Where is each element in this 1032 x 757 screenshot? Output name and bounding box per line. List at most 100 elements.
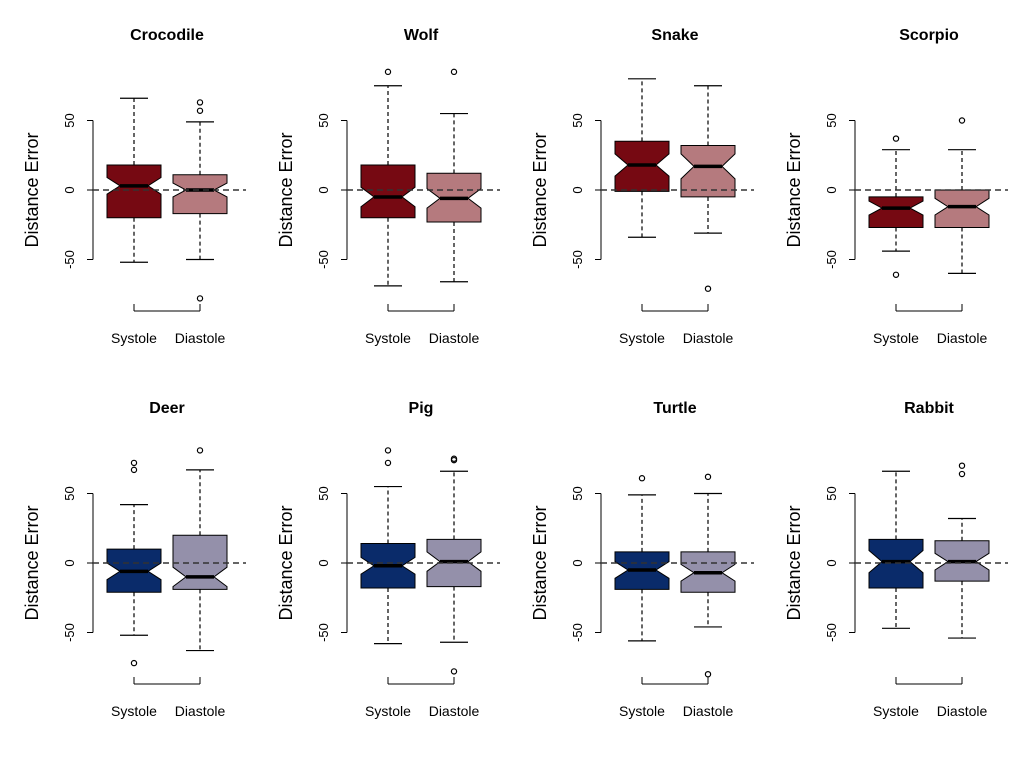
panel-crocodile: Crocodile Distance Error -50 0 50 Systole Dias… <box>22 27 246 346</box>
box-body <box>868 196 924 228</box>
x-tick-label: Diastole <box>429 703 480 719</box>
x-tick-label: Diastole <box>175 703 226 719</box>
outlier-point <box>450 68 458 76</box>
panel-title: Snake <box>651 27 698 44</box>
y-tick-label: 50 <box>62 486 77 500</box>
outlier-point <box>130 659 138 667</box>
outlier-point <box>450 668 458 675</box>
y-axis-label: Distance Error <box>530 505 550 620</box>
y-tick-label: -50 <box>316 623 331 642</box>
outlier-point <box>196 99 204 106</box>
box-systole <box>106 459 162 667</box>
box-diastole <box>934 462 990 639</box>
y-axis-label: Distance Error <box>276 132 296 247</box>
box-systole <box>614 475 670 642</box>
y-tick-label: 50 <box>570 113 585 127</box>
x-tick-label: Diastole <box>683 703 734 719</box>
box-body <box>106 164 162 219</box>
outlier-point <box>196 107 204 114</box>
outlier-point <box>196 295 204 302</box>
y-tick-label: 0 <box>824 186 839 193</box>
y-tick-label: 50 <box>316 486 331 500</box>
panel-pig: Pig Distance Error -50 0 50 Systole Diastole <box>276 400 500 719</box>
y-tick-label: 50 <box>316 113 331 127</box>
outlier-point <box>704 285 712 292</box>
panel-title: Deer <box>149 400 185 417</box>
box-systole <box>106 97 162 263</box>
y-tick-label: 0 <box>570 186 585 193</box>
outlier-point <box>958 470 966 478</box>
y-axis-label: Distance Error <box>530 132 550 247</box>
y-tick-label: 0 <box>62 186 77 193</box>
y-tick-label: -50 <box>316 250 331 269</box>
panel-snake: Snake Distance Error -50 0 50 Systole Diastole <box>530 27 754 346</box>
panel-deer: Deer Distance Error -50 0 50 Systole Diastole <box>22 400 246 719</box>
y-tick-label: 50 <box>570 486 585 500</box>
y-tick-label: 0 <box>570 559 585 566</box>
box-diastole <box>680 85 736 292</box>
panel-title: Wolf <box>404 27 439 44</box>
x-tick-label: Diastole <box>683 330 734 346</box>
outlier-point <box>384 459 392 467</box>
y-tick-label: 50 <box>824 486 839 500</box>
outlier-point <box>704 671 712 678</box>
outlier-point <box>958 462 966 469</box>
outlier-point <box>130 459 138 467</box>
y-tick-label: -50 <box>824 250 839 269</box>
outlier-point <box>638 475 646 482</box>
box-systole <box>868 470 924 629</box>
box-diastole <box>172 99 228 302</box>
y-axis-label: Distance Error <box>784 505 804 620</box>
outlier-point <box>892 271 900 278</box>
box-systole <box>614 78 670 238</box>
x-tick-label: Systole <box>619 703 665 719</box>
y-tick-label: -50 <box>570 250 585 269</box>
y-tick-label: -50 <box>62 250 77 269</box>
panel-turtle: Turtle Distance Error -50 0 50 Systole Diastol… <box>530 400 754 719</box>
y-axis-label: Distance Error <box>22 505 42 620</box>
outlier-point <box>196 447 204 454</box>
x-tick-label: Diastole <box>429 330 480 346</box>
x-tick-label: Systole <box>365 703 411 719</box>
outlier-point <box>450 455 458 462</box>
y-tick-label: -50 <box>62 623 77 642</box>
outlier-point <box>130 466 138 474</box>
panel-title: Scorpio <box>899 27 959 44</box>
outlier-point <box>384 68 392 76</box>
panel-title: Crocodile <box>130 27 204 44</box>
y-axis-label: Distance Error <box>22 132 42 247</box>
x-tick-label: Systole <box>365 330 411 346</box>
y-tick-label: 0 <box>316 559 331 566</box>
box-body <box>172 174 228 215</box>
box-diastole <box>680 473 736 678</box>
outlier-point <box>892 135 900 142</box>
outlier-point <box>958 117 966 124</box>
y-tick-label: 0 <box>62 559 77 566</box>
x-tick-label: Diastole <box>175 330 226 346</box>
y-axis-label: Distance Error <box>784 132 804 247</box>
panel-title: Rabbit <box>904 400 954 417</box>
box-body <box>680 145 736 198</box>
x-tick-label: Systole <box>111 703 157 719</box>
y-tick-label: -50 <box>824 623 839 642</box>
panel-wolf: Wolf Distance Error -50 0 50 Systole Diastole <box>276 27 500 346</box>
x-tick-label: Systole <box>111 330 157 346</box>
box-diastole <box>426 68 482 283</box>
y-tick-label: -50 <box>570 623 585 642</box>
box-diastole <box>934 117 990 274</box>
box-systole <box>360 447 416 645</box>
x-tick-label: Diastole <box>937 703 988 719</box>
x-tick-label: Diastole <box>937 330 988 346</box>
y-tick-label: 0 <box>824 559 839 566</box>
x-tick-label: Systole <box>873 703 919 719</box>
panel-title: Pig <box>409 400 434 417</box>
y-tick-label: 0 <box>316 186 331 193</box>
outlier-point <box>384 447 392 454</box>
box-systole <box>868 135 924 278</box>
y-axis-label: Distance Error <box>276 505 296 620</box>
panel-rabbit: Rabbit Distance Error -50 0 50 Systole Diastol… <box>784 400 1008 719</box>
outlier-point <box>704 473 712 481</box>
x-tick-label: Systole <box>873 330 919 346</box>
